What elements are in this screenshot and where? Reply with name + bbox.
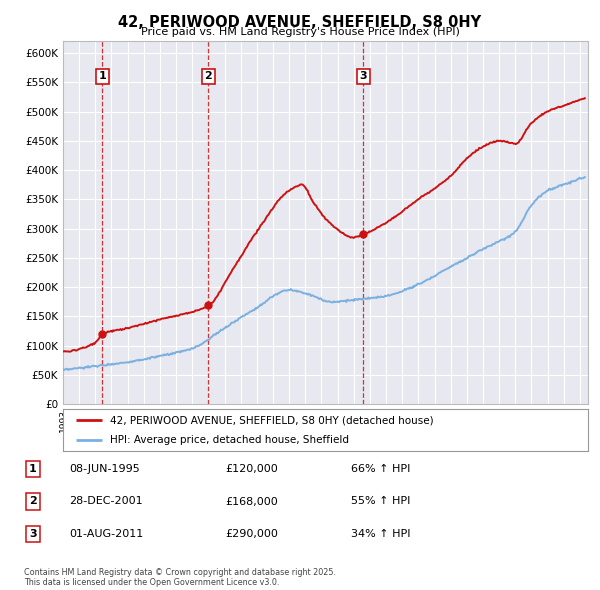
Text: 01-AUG-2011: 01-AUG-2011 xyxy=(69,529,143,539)
Text: 1: 1 xyxy=(29,464,37,474)
Text: HPI: Average price, detached house, Sheffield: HPI: Average price, detached house, Shef… xyxy=(110,435,349,445)
Text: 08-JUN-1995: 08-JUN-1995 xyxy=(69,464,140,474)
Text: 2: 2 xyxy=(29,497,37,506)
Text: £120,000: £120,000 xyxy=(225,464,278,474)
Text: 2: 2 xyxy=(205,71,212,81)
Text: £290,000: £290,000 xyxy=(225,529,278,539)
Text: 42, PERIWOOD AVENUE, SHEFFIELD, S8 0HY (detached house): 42, PERIWOOD AVENUE, SHEFFIELD, S8 0HY (… xyxy=(110,415,434,425)
Text: £168,000: £168,000 xyxy=(225,497,278,506)
Text: 3: 3 xyxy=(29,529,37,539)
Text: 1: 1 xyxy=(98,71,106,81)
Text: 3: 3 xyxy=(359,71,367,81)
Text: 28-DEC-2001: 28-DEC-2001 xyxy=(69,497,143,506)
Text: Contains HM Land Registry data © Crown copyright and database right 2025.
This d: Contains HM Land Registry data © Crown c… xyxy=(24,568,336,587)
Text: 42, PERIWOOD AVENUE, SHEFFIELD, S8 0HY: 42, PERIWOOD AVENUE, SHEFFIELD, S8 0HY xyxy=(118,15,482,30)
Text: 55% ↑ HPI: 55% ↑ HPI xyxy=(351,497,410,506)
Text: Price paid vs. HM Land Registry's House Price Index (HPI): Price paid vs. HM Land Registry's House … xyxy=(140,27,460,37)
Text: 34% ↑ HPI: 34% ↑ HPI xyxy=(351,529,410,539)
Text: 66% ↑ HPI: 66% ↑ HPI xyxy=(351,464,410,474)
